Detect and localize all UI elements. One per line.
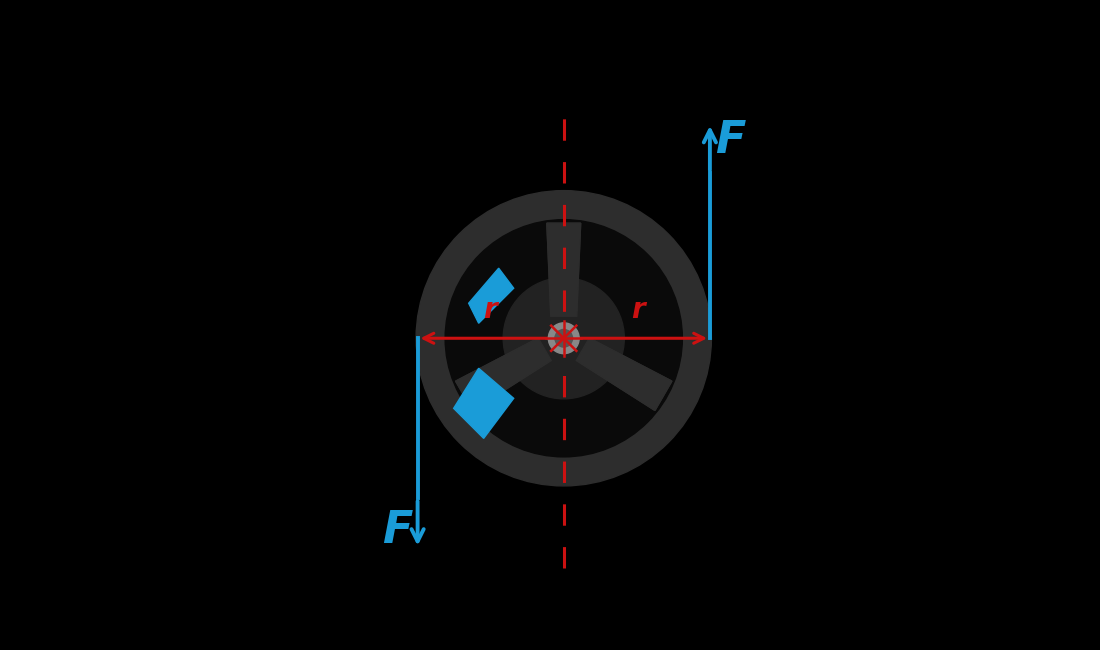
Polygon shape <box>455 338 551 410</box>
Polygon shape <box>469 268 514 323</box>
Circle shape <box>548 323 580 354</box>
Polygon shape <box>455 341 547 410</box>
Circle shape <box>554 330 573 347</box>
Polygon shape <box>547 223 581 311</box>
Text: F: F <box>383 510 412 552</box>
Polygon shape <box>576 338 672 410</box>
Text: r: r <box>630 296 645 324</box>
Polygon shape <box>453 369 514 438</box>
Circle shape <box>503 278 625 399</box>
Polygon shape <box>581 341 672 410</box>
Text: r: r <box>483 296 497 324</box>
Polygon shape <box>547 223 581 317</box>
Circle shape <box>446 220 682 457</box>
Text: F: F <box>715 119 745 162</box>
Circle shape <box>416 190 712 486</box>
